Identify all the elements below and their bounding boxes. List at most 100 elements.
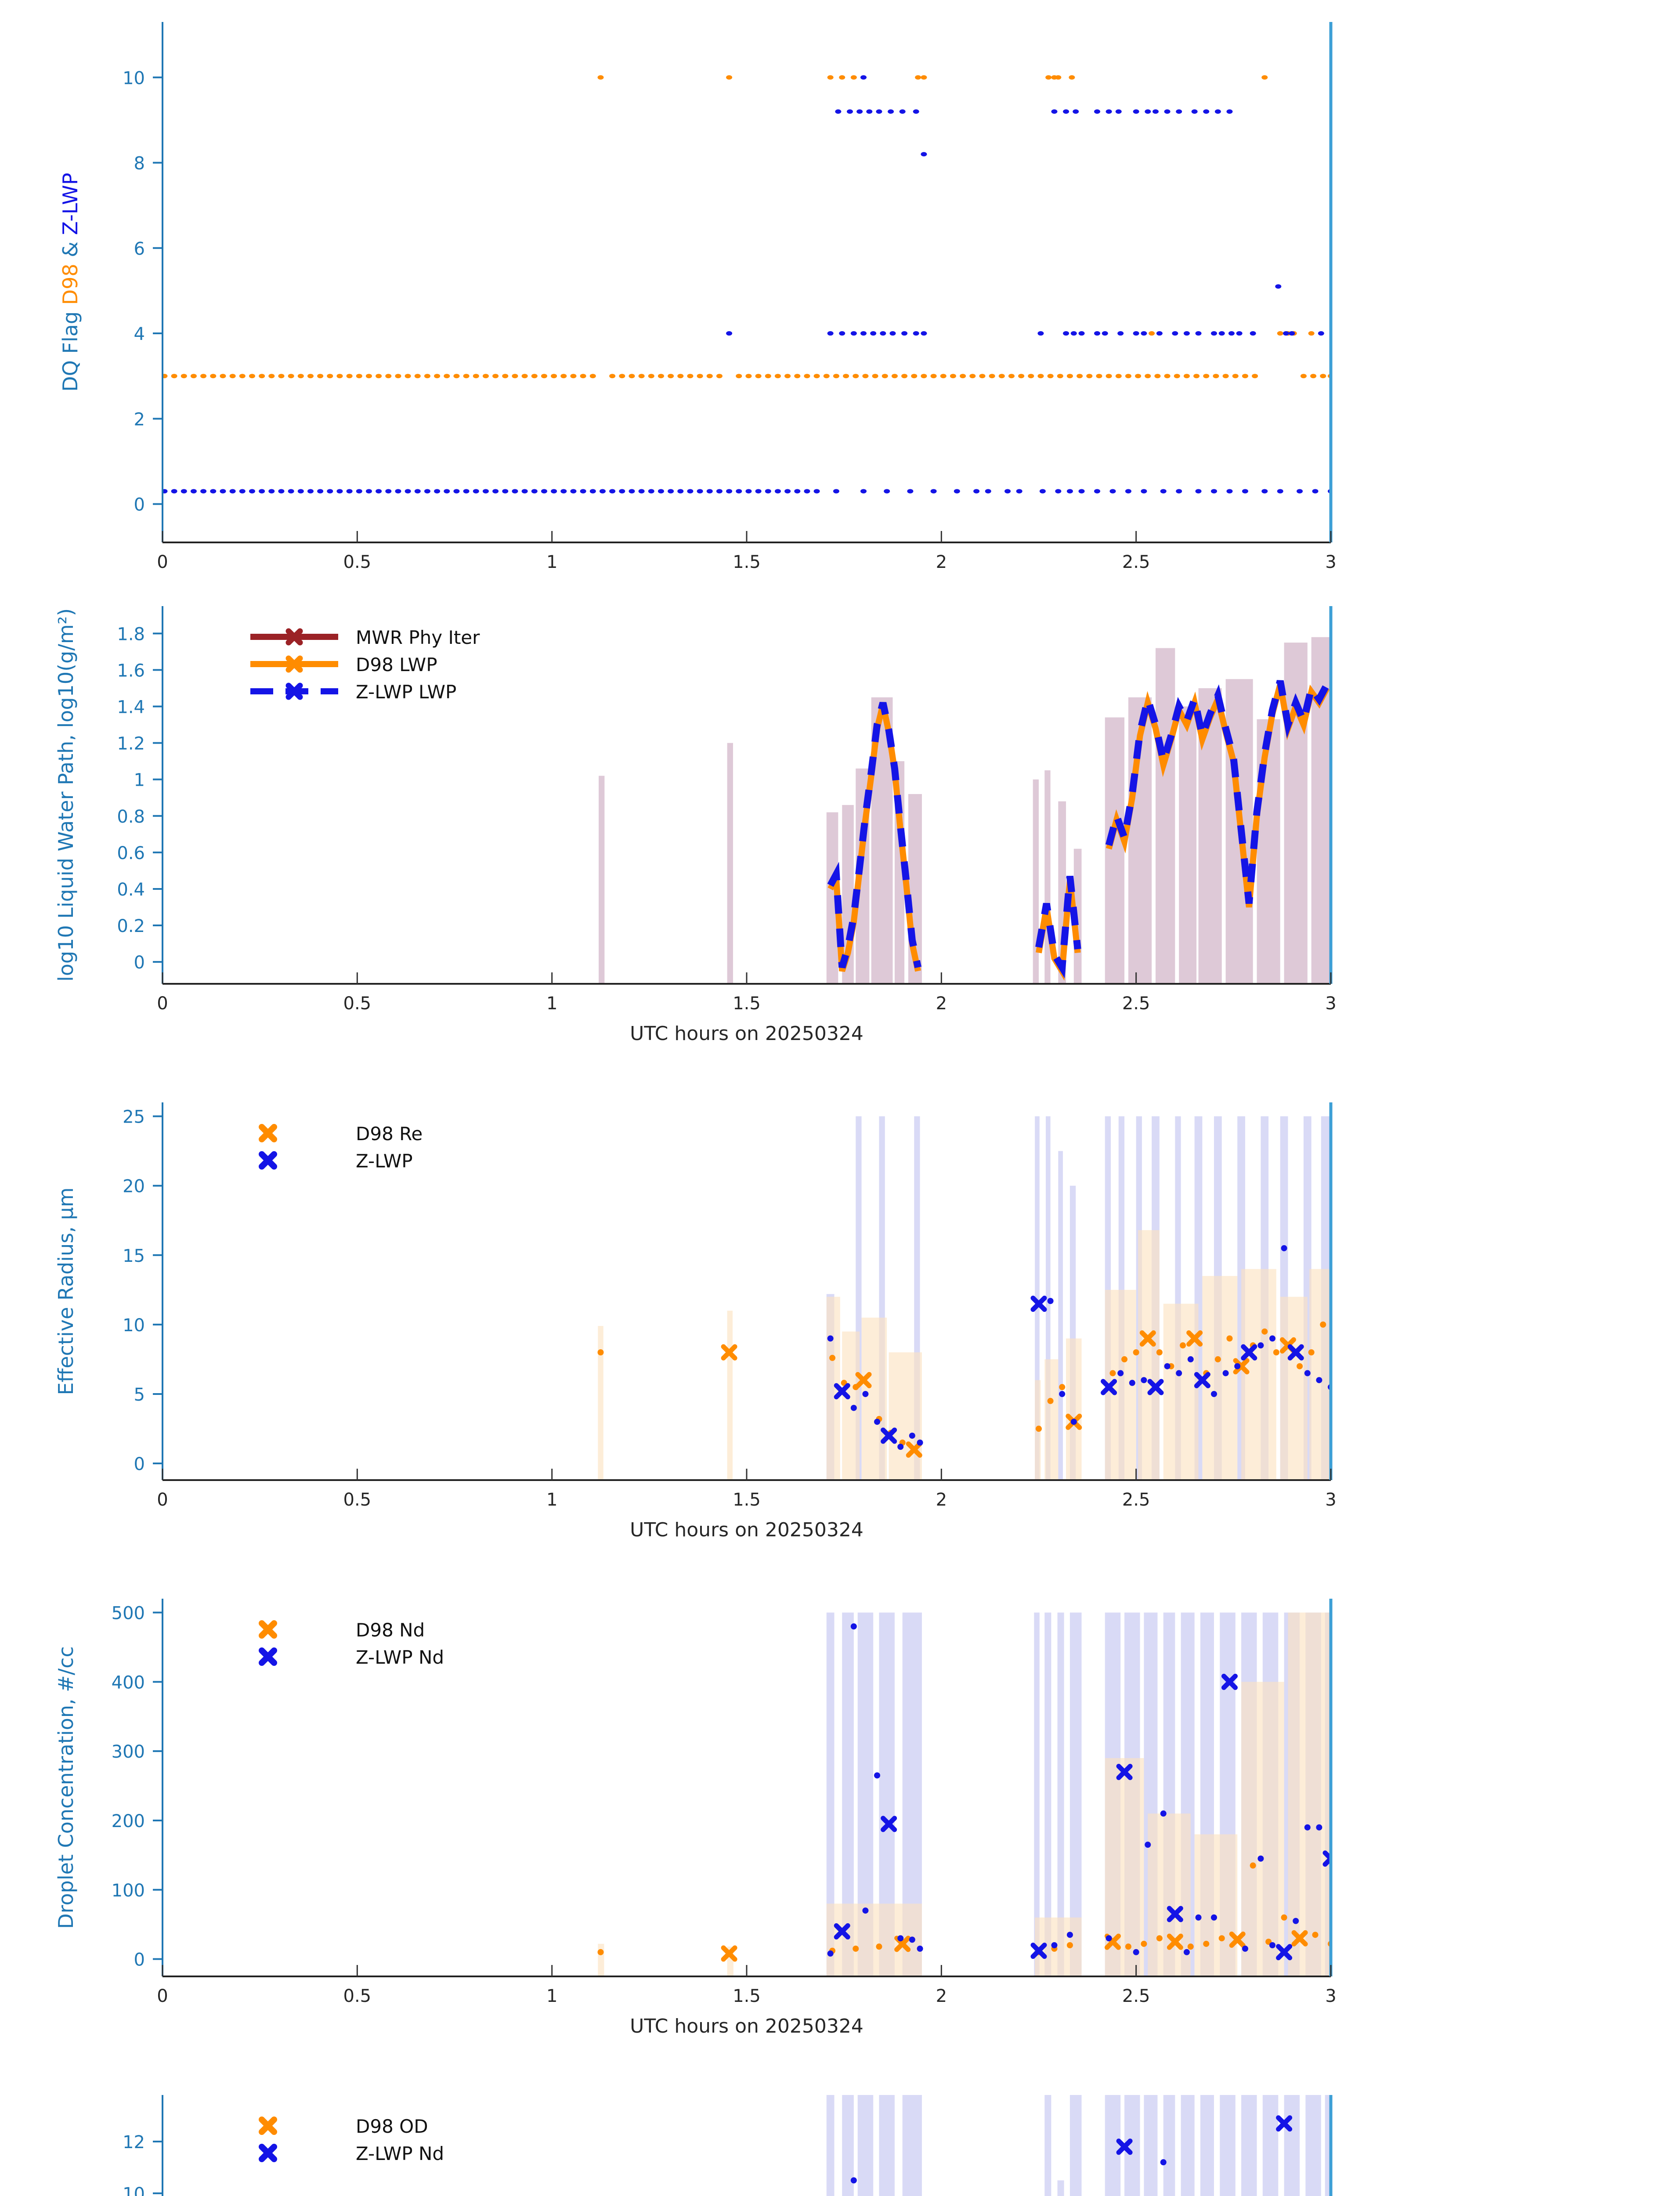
data-point	[829, 1354, 836, 1361]
data-point	[1094, 489, 1100, 494]
uncertainty-band-d98	[1202, 1276, 1238, 1480]
data-point	[268, 489, 275, 494]
uncertainty-band-zlwp	[902, 2095, 922, 2196]
uncertainty-band-d98	[598, 1943, 604, 1976]
data-point-marker	[834, 1923, 850, 1940]
data-point	[823, 374, 830, 379]
x-tick-label: 2.5	[1122, 1986, 1150, 2006]
data-point	[1183, 1949, 1190, 1955]
data-point	[570, 489, 577, 494]
data-point	[541, 489, 547, 494]
y-tick-label: 0	[134, 1950, 145, 1970]
data-point	[774, 489, 781, 494]
data-point	[1261, 489, 1268, 494]
uncertainty-band-zlwp	[1044, 2095, 1051, 2196]
y-tick-label: 1.8	[117, 624, 145, 644]
x-tick-label: 1	[546, 1986, 557, 2006]
data-point	[1141, 331, 1147, 336]
data-point	[278, 374, 285, 379]
data-point-marker	[1241, 1344, 1257, 1361]
data-point	[1039, 489, 1046, 494]
data-point-marker	[1116, 2138, 1133, 2155]
data-point	[736, 374, 742, 379]
data-point	[278, 489, 285, 494]
data-point	[597, 75, 604, 80]
data-point	[827, 1335, 834, 1342]
data-point	[512, 374, 518, 379]
data-point	[985, 489, 991, 494]
y-tick-label: 25	[123, 1107, 145, 1127]
data-point-marker	[721, 1344, 737, 1361]
y-tick-label: 8	[134, 154, 145, 174]
data-point	[940, 374, 947, 379]
data-point	[889, 331, 896, 336]
data-point	[609, 374, 616, 379]
data-point	[850, 75, 857, 80]
y-tick-label: 20	[123, 1177, 145, 1197]
series-line-z-lwp-lwp	[827, 679, 1330, 979]
data-point	[1057, 374, 1063, 379]
uncertainty-band-zlwp	[1163, 2095, 1175, 2196]
data-point	[915, 75, 921, 80]
data-point	[482, 489, 489, 494]
data-point	[736, 489, 742, 494]
data-point	[1086, 374, 1093, 379]
data-point	[973, 489, 980, 494]
x-tick-label: 1.5	[733, 1986, 761, 2006]
data-point	[1242, 489, 1248, 494]
panel5-plot-area	[826, 2095, 1331, 2196]
data-point	[589, 489, 596, 494]
data-point	[1174, 374, 1180, 379]
data-point	[1275, 284, 1282, 289]
data-point	[1135, 374, 1142, 379]
uncertainty-band-zlwp	[1241, 2095, 1257, 2196]
data-point	[220, 374, 226, 379]
data-point	[1289, 331, 1295, 336]
panel-liquid-water-path: 0 0.2 0.4 0.6 0.8 1 1.2 1.4 1.6 1.8 0 0.5 1 1.5 2 2.5 3 U…	[0, 584, 1680, 1080]
x-axis-title: UTC hours on 20250324	[630, 1519, 863, 1541]
y-axis-title: Droplet Concentration, #/cc	[54, 1646, 78, 1929]
data-point	[1316, 1377, 1322, 1383]
data-point	[843, 374, 849, 379]
x-axis-title: UTC hours on 20250324	[630, 1022, 863, 1045]
uncertainty-band-mwr	[1033, 779, 1039, 984]
legend-label: Z-LWP LWP	[356, 681, 456, 703]
y-tick-label: 500	[112, 1604, 145, 1624]
data-point	[856, 109, 863, 114]
data-point	[1008, 374, 1015, 379]
uncertainty-band-d98	[1066, 1338, 1082, 1480]
data-point	[482, 374, 489, 379]
x-axis-title: UTC hours on 20250324	[630, 581, 863, 584]
legend-label: Z-LWP Nd	[356, 2143, 444, 2164]
data-point	[1106, 1935, 1112, 1942]
legend-marker	[285, 655, 303, 673]
data-point	[1193, 374, 1200, 379]
data-point	[658, 489, 664, 494]
data-point	[755, 374, 762, 379]
data-point	[1304, 1824, 1311, 1831]
data-point	[1308, 1349, 1315, 1356]
uncertainty-band-zlwp	[1181, 2095, 1195, 2196]
data-point	[1145, 1842, 1151, 1848]
data-point	[1154, 374, 1161, 379]
data-point	[1252, 374, 1258, 379]
y-tick-label: 5	[134, 1385, 145, 1405]
data-point-marker	[1116, 1763, 1133, 1780]
data-point	[1028, 374, 1034, 379]
data-point	[716, 374, 723, 379]
data-point	[395, 374, 401, 379]
panel2-plot-area	[599, 637, 1331, 984]
data-point	[1195, 1914, 1202, 1921]
uncertainty-band-zlwp	[857, 2095, 874, 2196]
data-point	[1211, 1914, 1217, 1921]
uncertainty-band-zlwp	[1220, 2095, 1236, 2196]
data-point	[813, 489, 820, 494]
uncertainty-band-zlwp	[1144, 2095, 1158, 2196]
data-point	[424, 374, 430, 379]
data-point	[589, 374, 596, 379]
data-point	[853, 374, 859, 379]
data-point	[1160, 2159, 1167, 2166]
data-point	[502, 489, 509, 494]
data-point	[405, 374, 411, 379]
data-point	[726, 489, 733, 494]
